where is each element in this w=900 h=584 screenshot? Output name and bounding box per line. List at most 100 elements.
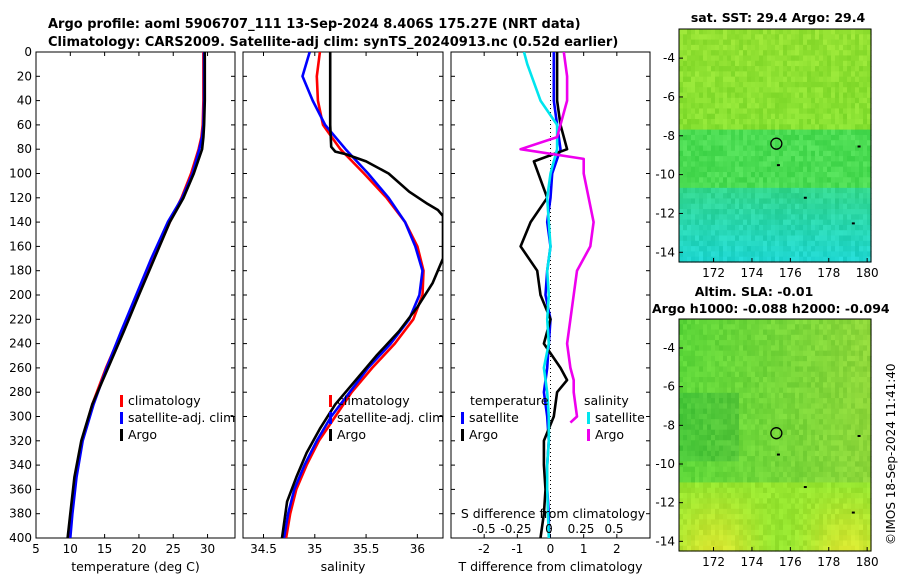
salinity-xtick-label: 35.5 [353,542,380,556]
sst_map-cell [719,50,724,57]
sst_map-cell [743,219,748,226]
sst_map-cell [867,240,872,247]
sla_map-cell [735,461,740,468]
sla_map-cell [731,324,736,331]
sla_map-cell [691,398,696,404]
sla_map-cell [771,319,776,325]
sst_map-cell [755,140,760,147]
sst_map-cell [855,29,860,35]
sla_map-cell [783,514,788,520]
sla_map-cell [747,482,752,489]
sst_map-cell [755,214,760,221]
sla_map-cell [859,535,864,542]
sst_map-cell [787,161,792,168]
sst_map-cell [703,140,708,147]
sla_map-xtick-label: 174 [741,555,764,569]
sla_map-cell [755,355,760,362]
sla_map-cell [719,329,724,336]
sst_map-cell [847,193,852,200]
sst_map-cell [683,55,688,62]
sst_map-cell [771,219,776,226]
sst_map-cell [703,256,708,263]
sst_map-cell [811,29,816,35]
sst_map-cell [759,203,764,210]
sla_map-cell [751,319,756,325]
sla_map-cell [767,392,772,399]
sst_map-cell [827,150,832,157]
sst_map-cell [791,182,796,189]
sla_map-cell [795,361,800,368]
sst_map-cell [751,235,756,242]
sst_map-cell [715,209,720,215]
sst_map-cell [807,29,812,35]
sla_map-cell [719,450,724,457]
sst_map-cell [731,103,736,110]
salinity-series-satellite-adj-clim [282,52,424,538]
sst_map-cell [731,150,736,157]
sst_map-cell [819,113,824,120]
sst_map-cell [771,193,776,200]
sst_map-cell [707,92,712,99]
sst_map-cell [779,103,784,110]
sst_map-cell [711,29,716,35]
sla_map-cell [783,361,788,368]
sst_map-cell [767,60,772,67]
sla_map-cell [731,435,736,441]
sst_map-cell [819,256,824,263]
sst_map-cell [811,71,816,78]
sst_map-cell [711,235,716,242]
sla_map-cell [759,456,764,462]
sla_map-cell [863,334,868,341]
sst_map-cell [827,134,832,141]
sla_map-cell [763,387,768,394]
sla_map-cell [851,482,856,489]
sst_map-cell [831,187,836,194]
sla_map-cell [755,408,760,415]
sst_map-cell [731,156,736,162]
diff-top-xlabel: S difference from climatology [461,506,646,521]
sst_map-cell [771,251,776,258]
sla_map-cell [799,482,804,489]
sst_map-cell [743,81,748,88]
sla_map-cell [811,324,816,331]
sst_map-cell [735,156,740,162]
sst_map-cell [859,177,864,184]
sla_map-ytick-label: -10 [655,457,675,471]
sla_map-cell [783,403,788,410]
sst_map-cell [691,150,696,157]
sst_map-cell [823,119,828,125]
sla_map-cell [855,371,860,378]
sst_map-cell [835,150,840,157]
sst_map-ytick-label: -4 [663,51,675,65]
sst_map-cell [851,193,856,200]
sla_map-cell [687,456,692,462]
sla_map-cell [719,524,724,531]
sla_map-cell [743,329,748,336]
sla_map-cell [859,498,864,505]
sst_map-cell [847,156,852,162]
sst_map-cell [819,150,824,157]
sst_map-cell [767,187,772,194]
sla_map-cell [847,424,852,431]
sst_map-cell [839,39,844,46]
sst_map-cell [867,103,872,110]
sla_map-cell [687,508,692,515]
sst_map-cell [851,119,856,125]
sla_map-cell [839,329,844,336]
sst_map-cell [759,50,764,57]
sst_map-cell [847,246,852,253]
sst_map-cell [859,129,864,136]
sst_map-cell [747,161,752,168]
sst_map-cell [751,140,756,147]
sla_map-cell [855,413,860,420]
sla_map-cell [727,424,732,431]
sst_map-cell [679,129,684,136]
sla_map-cell [843,324,848,331]
sla_map-cell [719,377,724,383]
sst_map-cell [771,246,776,253]
sla_map-cell [867,361,872,368]
sla_map-cell [679,440,684,447]
sla_map-cell [719,361,724,368]
sst_map-cell [727,246,732,253]
sla_map-cell [807,440,812,447]
